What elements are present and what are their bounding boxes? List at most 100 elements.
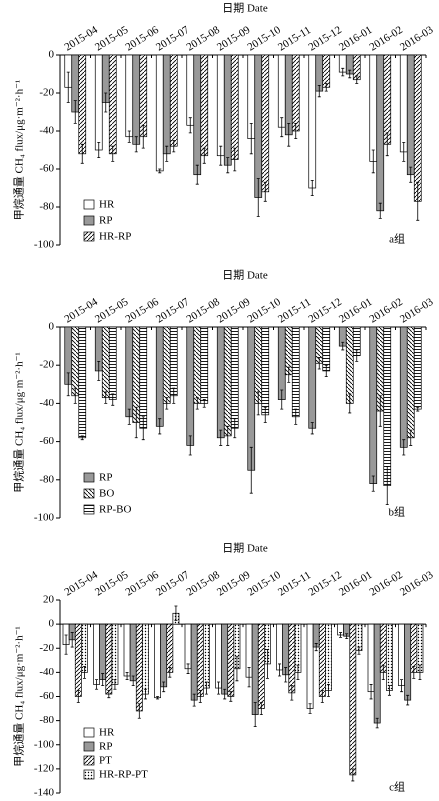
x-tick-label: 2015-10 <box>245 296 283 326</box>
bar <box>410 623 418 673</box>
error-bar <box>188 117 192 134</box>
error-bar <box>80 435 84 441</box>
bar <box>94 54 103 151</box>
bar <box>367 623 375 693</box>
error-bar <box>223 688 227 700</box>
y-tick-label: 0 <box>49 49 55 61</box>
bar <box>308 326 317 429</box>
legend-swatch <box>83 231 95 242</box>
y-axis-label: 甲烷通量 CH₄ flux/μg·m⁻²·h⁻¹ <box>12 352 26 492</box>
error-bar <box>95 679 99 690</box>
error-bar <box>357 646 361 655</box>
bar <box>78 326 87 439</box>
legend-swatch <box>83 215 95 226</box>
x-tick-label: 2015-07 <box>154 569 192 599</box>
bar <box>386 623 393 691</box>
y-tick-label: -100 <box>34 239 55 251</box>
error-bar <box>104 391 108 404</box>
error-bar <box>198 690 202 703</box>
bar <box>277 54 286 128</box>
error-bar <box>134 406 138 439</box>
error-bar <box>66 372 70 397</box>
error-bar <box>290 685 294 701</box>
error-bar <box>308 703 312 714</box>
error-bar <box>168 667 172 678</box>
error-bar <box>412 665 416 679</box>
x-tick-label: 2016-03 <box>398 24 436 54</box>
error-bar <box>253 702 257 728</box>
bar <box>406 54 415 176</box>
legend-swatch <box>83 741 95 752</box>
bar <box>135 623 143 712</box>
x-tick-label: 2015-09 <box>215 24 253 54</box>
bar <box>125 54 134 138</box>
error-bar <box>204 681 208 695</box>
error-bar <box>320 690 324 703</box>
bar <box>196 623 204 697</box>
error-bar <box>172 387 176 404</box>
error-bar <box>125 671 129 681</box>
error-bar <box>76 690 80 703</box>
legend-swatch <box>83 755 95 766</box>
x-tick-label: 2015-05 <box>93 24 131 54</box>
bar <box>373 623 381 724</box>
error-bar <box>287 366 291 383</box>
error-bar <box>219 429 223 446</box>
error-bar <box>324 83 328 92</box>
x-tick-label: 2015-06 <box>123 569 161 599</box>
legend-label: HR <box>99 727 115 739</box>
x-tick-label: 2016-03 <box>398 569 436 599</box>
error-bar <box>141 124 145 149</box>
y-tick-label: 0 <box>49 618 55 630</box>
bar <box>306 623 314 709</box>
bar <box>322 54 331 88</box>
error-bar <box>229 691 233 702</box>
error-bar <box>385 132 389 157</box>
legend-label: RP <box>99 215 112 227</box>
y-axis-label: 甲烷通量 CH₄ flux/μg·m⁻²·h⁻¹ <box>12 626 26 766</box>
x-tick-label: 2015-10 <box>245 569 283 599</box>
error-bar <box>111 145 115 162</box>
error-bar <box>381 664 385 681</box>
bar <box>383 54 392 145</box>
error-bar <box>107 690 111 699</box>
error-bar <box>280 117 284 138</box>
bar <box>162 326 171 404</box>
y-tick-label: -40 <box>39 125 54 137</box>
error-bar <box>406 694 410 706</box>
legend-label: RP <box>99 472 112 484</box>
error-bar <box>409 166 413 183</box>
x-tick-label: 2016-03 <box>398 296 436 326</box>
x-tick-label: 2015-08 <box>184 24 222 54</box>
error-bar <box>263 181 267 202</box>
error-bar <box>97 142 101 158</box>
bar <box>284 54 293 136</box>
bar <box>169 326 178 397</box>
bar <box>105 623 113 695</box>
error-bar <box>263 406 267 423</box>
bar <box>322 326 331 372</box>
bar <box>277 326 286 400</box>
bar <box>223 326 232 437</box>
error-bar <box>134 136 138 153</box>
error-bar <box>156 696 160 700</box>
bar <box>154 623 161 699</box>
error-bar <box>186 663 190 674</box>
legend-label: PT <box>99 755 112 767</box>
error-bar <box>256 391 260 416</box>
bar <box>376 54 385 212</box>
panel-label: c组 <box>389 780 405 794</box>
bar <box>93 623 100 685</box>
x-tick-label: 2015-12 <box>306 296 343 326</box>
error-bar <box>280 389 284 410</box>
x-tick-label: 2015-06 <box>123 24 161 54</box>
error-bar <box>351 768 355 782</box>
y-tick-label: -80 <box>39 473 54 485</box>
error-bar <box>416 181 420 221</box>
bar <box>184 623 192 670</box>
x-tick-label: 2016-02 <box>367 24 404 54</box>
error-bar <box>233 418 237 439</box>
legend-swatch <box>83 472 95 483</box>
bar <box>398 623 405 686</box>
bar <box>169 54 178 147</box>
